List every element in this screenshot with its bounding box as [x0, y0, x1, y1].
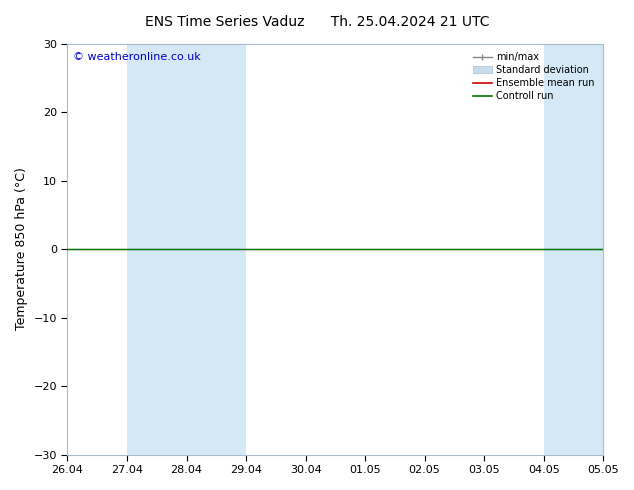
Bar [544, 44, 603, 455]
Y-axis label: Temperature 850 hPa (°C): Temperature 850 hPa (°C) [15, 168, 28, 330]
Text: ENS Time Series Vaduz      Th. 25.04.2024 21 UTC: ENS Time Series Vaduz Th. 25.04.2024 21 … [145, 15, 489, 29]
Bar [127, 44, 186, 455]
Bar [186, 44, 246, 455]
Text: © weatheronline.co.uk: © weatheronline.co.uk [73, 52, 200, 62]
Bar [603, 44, 633, 455]
Legend: min/max, Standard deviation, Ensemble mean run, Controll run: min/max, Standard deviation, Ensemble me… [469, 49, 598, 105]
